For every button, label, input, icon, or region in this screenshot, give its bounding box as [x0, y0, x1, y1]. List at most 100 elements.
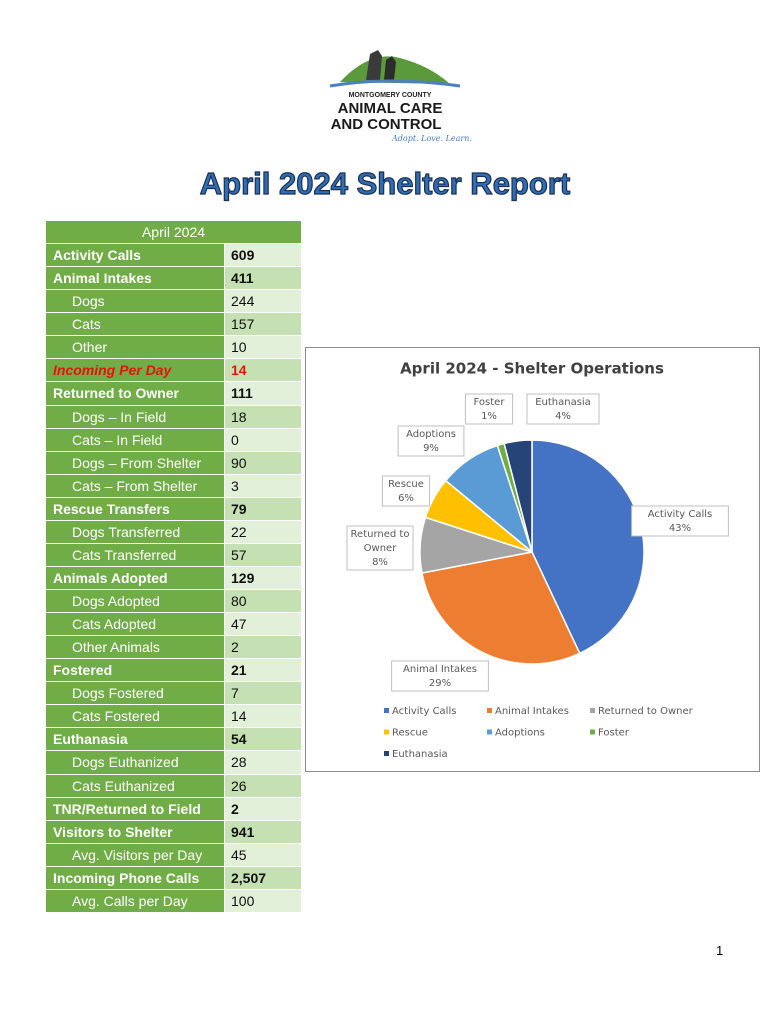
row-value: 22 [225, 520, 301, 543]
row-label: Euthanasia [46, 728, 225, 751]
row-value: 111 [225, 382, 301, 405]
header-row: April 2024 [46, 221, 301, 245]
row-label: Cats [46, 313, 225, 336]
row-value: 28 [225, 751, 301, 774]
row-value: 129 [225, 566, 301, 589]
data-label-name: Animal Intakes [403, 664, 477, 675]
row-value: 47 [225, 613, 301, 636]
row-label: TNR/Returned to Field [46, 797, 225, 820]
data-label-value: 4% [555, 411, 571, 422]
item-row: Dogs Transferred 22 [46, 520, 301, 544]
row-value: 244 [225, 290, 301, 313]
section-row: TNR/Returned to Field 2 [46, 797, 301, 821]
row-value: 14 [225, 705, 301, 728]
row-label: Other [46, 336, 225, 359]
item-row: Dogs Euthanized 28 [46, 751, 301, 775]
data-label-box [397, 425, 465, 457]
row-value: 157 [225, 313, 301, 336]
row-label: Animal Intakes [46, 267, 225, 290]
data-label-box [464, 393, 514, 425]
row-label: Dogs – In Field [46, 405, 225, 428]
section-row: Returned to Owner 111 [46, 382, 301, 406]
legend-swatch [590, 708, 595, 713]
data-label-value: 29% [429, 678, 451, 689]
row-value: 7 [225, 682, 301, 705]
row-value: 2,507 [225, 866, 301, 889]
item-row: Dogs Adopted 80 [46, 590, 301, 614]
legend-label: Rescue [392, 728, 428, 739]
pie-slice [421, 551, 581, 665]
data-label-box [381, 475, 431, 507]
row-value: 10 [225, 336, 301, 359]
row-value: 100 [225, 889, 301, 912]
item-row: Dogs – In Field 18 [46, 405, 301, 429]
legend-label: Euthanasia [392, 749, 448, 760]
row-label: Cats – In Field [46, 428, 225, 451]
row-label: Returned to Owner [46, 382, 225, 405]
report-title: April 2024 Shelter Report [199, 165, 571, 201]
item-row: Avg. Calls per Day 100 [46, 889, 301, 913]
legend-label: Adoptions [495, 728, 545, 739]
row-label: Cats – From Shelter [46, 474, 225, 497]
legend-swatch [384, 751, 389, 756]
section-row: Incoming Per Day 14 [46, 359, 301, 383]
pie-chart: April 2024 - Shelter Operations Activity… [305, 347, 760, 772]
row-value: 45 [225, 843, 301, 866]
row-label: Avg. Visitors per Day [46, 843, 225, 866]
row-label: Fostered [46, 659, 225, 682]
row-label: Cats Transferred [46, 543, 225, 566]
item-row: Other 10 [46, 336, 301, 360]
pie-slice [503, 439, 533, 553]
item-row: Dogs 244 [46, 290, 301, 314]
item-row: Cats – In Field 0 [46, 428, 301, 452]
row-value: 941 [225, 820, 301, 843]
data-label-name: Activity Calls [648, 509, 712, 520]
legend-swatch [590, 729, 595, 735]
row-label: Incoming Per Day [46, 359, 225, 382]
data-label-value: 1% [481, 411, 497, 422]
row-label: Avg. Calls per Day [46, 889, 225, 912]
row-value: 2 [225, 636, 301, 659]
row-value: 609 [225, 244, 301, 267]
section-row: Fostered 21 [46, 659, 301, 683]
row-value: 3 [225, 474, 301, 497]
row-label: Dogs [46, 290, 225, 313]
legend-label: Returned to Owner [598, 706, 694, 717]
row-label: Activity Calls [46, 244, 225, 267]
chart-title: April 2024 - Shelter Operations [400, 360, 664, 378]
row-label: Dogs Fostered [46, 682, 225, 705]
table-header: April 2024 [46, 221, 301, 244]
row-value: 14 [225, 359, 301, 382]
row-label: Dogs Euthanized [46, 751, 225, 774]
item-row: Dogs Fostered 7 [46, 682, 301, 706]
legend-label: Animal Intakes [495, 706, 569, 717]
row-label: Rescue Transfers [46, 497, 225, 520]
data-label-name: Euthanasia [535, 397, 591, 408]
data-label-name: Adoptions [406, 429, 456, 440]
row-label: Dogs Transferred [46, 520, 225, 543]
item-row: Other Animals 2 [46, 636, 301, 660]
item-row: Cats Fostered 14 [46, 705, 301, 729]
item-row: Dogs – From Shelter 90 [46, 451, 301, 475]
row-value: 2 [225, 797, 301, 820]
data-label-value: 43% [669, 523, 691, 534]
row-label: Cats Fostered [46, 705, 225, 728]
row-label: Other Animals [46, 636, 225, 659]
legend-label: Activity Calls [392, 706, 456, 717]
logo: MONTGOMERY COUNTY ANIMAL CARE AND CONTRO… [329, 50, 472, 143]
data-label-box [631, 505, 729, 537]
item-row: Cats Euthanized 26 [46, 774, 301, 798]
item-row: Cats Transferred 57 [46, 543, 301, 567]
logo-wave [329, 79, 461, 88]
row-value: 411 [225, 267, 301, 290]
row-value: 79 [225, 497, 301, 520]
row-value: 26 [225, 774, 301, 797]
row-label: Visitors to Shelter [46, 820, 225, 843]
row-label: Dogs – From Shelter [46, 451, 225, 474]
legend-swatch [487, 708, 492, 713]
data-label-name: Foster [474, 397, 506, 408]
row-label: Dogs Adopted [46, 590, 225, 613]
row-value: 18 [225, 405, 301, 428]
row-label: Cats Euthanized [46, 774, 225, 797]
